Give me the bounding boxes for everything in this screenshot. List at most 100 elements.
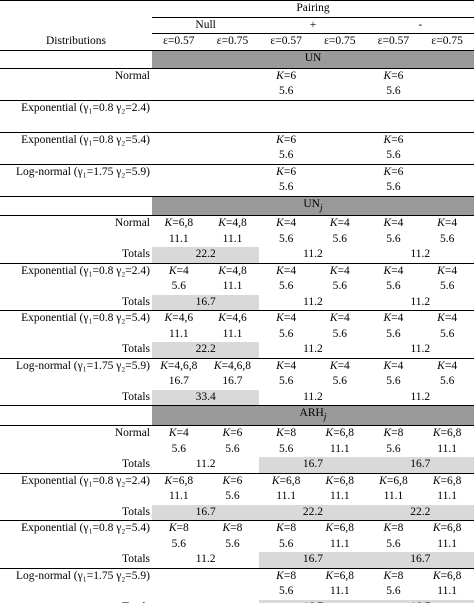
k-label: K=6,8 — [432, 474, 462, 487]
k-cell: K=4 — [367, 263, 421, 279]
total-cell: 11.2 — [366, 247, 474, 264]
k-cell — [313, 100, 367, 116]
k-label: K=4 — [276, 359, 297, 372]
k-cell: K=6,8 — [313, 568, 367, 584]
table-row: Totals 22.2 11.2 11.2 — [0, 247, 474, 264]
k-cell: K=4,6,8 — [152, 358, 206, 374]
table-row: Pairing — [0, 0, 474, 18]
k-cell: K=4 — [420, 358, 474, 374]
eps-header: ε=0.75 — [205, 33, 260, 51]
k-cell: K=8 — [259, 568, 313, 584]
k-label: K=4 — [168, 427, 189, 440]
row-label: Normal — [114, 427, 150, 440]
value-cell: 5.6 — [386, 537, 401, 550]
k-label: K=4,8 — [218, 217, 247, 230]
table-row: Normal K=6 K=6 — [0, 68, 474, 84]
row-label: Log-normal (γ₁=1.75 γ₂=5.9) — [16, 359, 150, 372]
value-cell — [152, 84, 206, 101]
value-cell: 5.6 — [332, 280, 347, 293]
k-cell: K=4 — [152, 263, 206, 279]
value-cell: 5.6 — [439, 327, 455, 340]
table-row: 11.1 11.1 5.6 5.6 5.6 5.6 — [0, 232, 474, 248]
k-label: K=6,8 — [325, 427, 355, 440]
k-cell: K=4 — [313, 263, 367, 279]
k-cell: K=4 — [259, 311, 313, 327]
table-row: 11.1 5.6 11.1 11.1 11.1 11.1 — [0, 489, 474, 505]
k-cell: K=6,8 — [420, 473, 474, 489]
value-cell: 11.1 — [222, 232, 243, 245]
table-row: Normal K=4 K=6 K=8 K=6,8 K=8 K=6,8 — [0, 426, 474, 442]
k-label: K=8 — [383, 522, 404, 535]
k-label: K=4 — [383, 312, 404, 325]
row-label: Exponential (γ₁=0.8 γ₂=2.4) — [21, 264, 150, 277]
value-cell: 5.6 — [225, 490, 240, 503]
total-cell: 16.7 — [259, 599, 367, 603]
k-cell: K=4 — [367, 358, 421, 374]
total-cell: 11.2 — [366, 389, 474, 407]
blank — [0, 0, 152, 17]
k-cell: K=4,6,8 — [206, 358, 260, 374]
k-cell: K=6 — [367, 132, 421, 148]
total-cell: 11.2 — [259, 294, 367, 312]
k-cell — [313, 164, 367, 180]
value-cell: 5.6 — [259, 84, 313, 101]
value-cell: 16.7 — [222, 375, 243, 388]
value-cell: 11.1 — [437, 585, 457, 598]
k-cell: K=4 — [313, 311, 367, 327]
k-cell — [152, 164, 206, 180]
value-cell — [312, 116, 367, 133]
k-cell: K=4,6 — [152, 311, 206, 327]
table-row: Exponential (γ₁=0.8 γ₂=2.4) K=6,8 K=6 K=6,8… — [0, 473, 474, 489]
row-label: Exponential (γ₁=0.8 γ₂=2.4) — [21, 474, 150, 487]
value-cell: 5.6 — [439, 280, 455, 293]
value-cell: 5.6 — [171, 537, 187, 550]
section-subscript: j — [323, 411, 327, 423]
value-cell: 11.1 — [222, 327, 243, 340]
table-row: Log-normal (γ₁=1.75 γ₂=5.9) K=4,6,8 K=4,6,… — [0, 358, 474, 374]
k-cell: K=6 — [259, 68, 313, 84]
k-label: K=4,6 — [164, 312, 194, 325]
k-cell: K=6 — [259, 164, 313, 180]
k-cell: K=4 — [367, 311, 421, 327]
total-cell: 16.7 — [259, 552, 367, 569]
k-label: K=8 — [383, 427, 404, 440]
total-cell — [152, 599, 260, 603]
total-cell: 16.7 — [152, 504, 260, 522]
totals-label: Totals — [0, 504, 152, 522]
value-cell — [420, 84, 474, 101]
k-label: K=6,8 — [271, 474, 301, 487]
k-cell: K=6,8 — [259, 473, 313, 489]
value-cell — [420, 116, 474, 133]
k-label: K=4,6,8 — [213, 359, 252, 372]
total-cell: 22.2 — [366, 504, 474, 522]
totals-label: Totals — [0, 389, 152, 407]
k-cell — [206, 568, 260, 584]
table-row: 5.6 5.6 5.6 11.1 5.6 11.1 — [0, 537, 474, 553]
table-row: Log-normal (γ₁=1.75 γ₂=5.9) K=6 K=6 — [0, 164, 474, 180]
k-cell: K=8 — [152, 521, 206, 537]
value-cell: 5.6 — [332, 375, 347, 388]
value-cell: 11.1 — [383, 490, 404, 503]
totals-label: Totals — [0, 457, 152, 474]
eps-header: ε=0.57 — [366, 33, 421, 51]
total-cell: 33.4 — [152, 389, 260, 407]
value-cell: 5.6 — [225, 442, 240, 455]
table-row: Totals 22.2 11.2 11.2 — [0, 342, 474, 359]
table-row: 5.6 5.6 5.6 11.1 5.6 11.1 — [0, 442, 474, 458]
total-cell: 11.2 — [259, 389, 367, 407]
k-cell: K=6 — [259, 132, 313, 148]
k-cell: K=4 — [152, 426, 206, 442]
k-cell: K=6,8 — [313, 521, 367, 537]
k-label: K=4 — [437, 359, 458, 372]
value-cell: 11.1 — [437, 537, 457, 550]
k-cell — [313, 132, 367, 148]
k-label: K=6,8 — [432, 522, 462, 535]
k-cell: K=4 — [259, 216, 313, 232]
k-label: K=6 — [276, 69, 297, 82]
blank — [0, 442, 152, 458]
k-label: K=6 — [222, 474, 243, 487]
blank — [0, 537, 152, 553]
k-cell — [313, 68, 367, 84]
